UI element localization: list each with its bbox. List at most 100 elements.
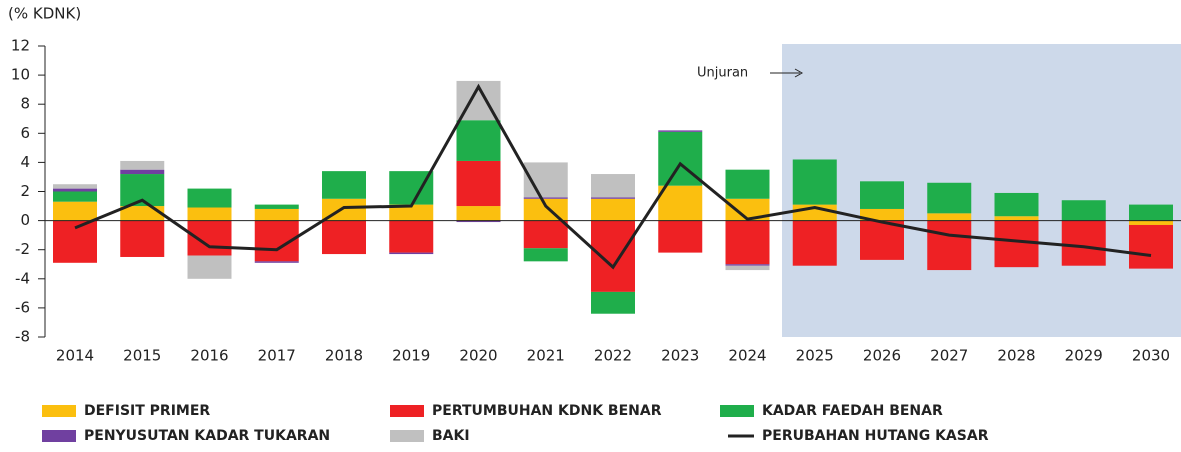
bar-segment	[725, 220, 770, 265]
x-tick-label: 2030	[1132, 347, 1170, 365]
legend-swatch	[390, 430, 424, 442]
bar-segment	[187, 255, 232, 279]
projection-shade	[782, 44, 1181, 337]
y-tick-label: 2	[20, 182, 30, 200]
bar-segment	[254, 204, 299, 209]
legend-label: DEFISIT PRIMER	[84, 403, 210, 419]
legend-swatch	[390, 405, 424, 417]
x-tick-label: 2026	[863, 347, 901, 365]
x-tick-label: 2014	[56, 347, 94, 365]
x-tick-label: 2019	[392, 347, 430, 365]
bar-segment	[389, 171, 434, 205]
x-tick-label: 2016	[190, 347, 228, 365]
bar-segment	[725, 198, 770, 221]
x-tick-label: 2022	[594, 347, 632, 365]
arrow-head	[794, 68, 804, 78]
bar-segment	[456, 206, 501, 221]
bar-segment	[120, 206, 165, 221]
y-tick-label: -8	[15, 328, 30, 346]
bar-segment	[591, 291, 635, 314]
bar-segment	[1061, 220, 1106, 266]
y-tick-label: 6	[20, 124, 30, 142]
bar-segment	[187, 188, 232, 208]
bar-segment	[523, 197, 568, 199]
x-tick-label: 2029	[1065, 347, 1103, 365]
x-tick-label: 2023	[661, 347, 699, 365]
y-tick-label: 12	[11, 37, 30, 55]
x-tick-label: 2024	[728, 347, 766, 365]
bar-segment	[120, 169, 165, 175]
legend-label: PERTUMBUHAN KDNK BENAR	[432, 403, 662, 419]
bar-segment	[591, 220, 635, 292]
y-tick-label: -4	[15, 269, 30, 287]
x-tick-label: 2027	[930, 347, 968, 365]
bar-segment	[523, 198, 568, 221]
y-tick-label: 10	[11, 66, 30, 84]
bar-segment	[658, 220, 703, 253]
legend-label: KADAR FAEDAH BENAR	[762, 403, 943, 419]
y-tick-label: -6	[15, 298, 30, 316]
bar-segment	[591, 198, 635, 221]
x-tick-label: 2021	[527, 347, 565, 365]
bar-segment	[456, 220, 501, 223]
x-tick-label: 2015	[123, 347, 161, 365]
bar-segment	[523, 248, 568, 262]
bar-segment	[53, 184, 97, 189]
bar-segment	[994, 216, 1039, 221]
y-tick-label: 0	[20, 211, 30, 229]
y-tick-label: -2	[15, 240, 30, 258]
x-tick-label: 2017	[258, 347, 296, 365]
legend-swatch	[720, 405, 754, 417]
bar-segment	[860, 208, 904, 221]
bar-segment	[120, 160, 165, 170]
bar-segment	[927, 220, 972, 271]
bar-segment	[187, 207, 232, 221]
bar-segment	[53, 188, 97, 192]
bar-segment	[658, 130, 703, 132]
bar-segment	[53, 191, 97, 202]
bar-segment	[860, 181, 904, 209]
bar-segment	[860, 220, 904, 260]
x-tick-label: 2028	[997, 347, 1035, 365]
bar-segment	[1129, 204, 1173, 221]
bar-segment	[1061, 200, 1106, 221]
y-tick-label: 8	[20, 95, 30, 113]
bar-segment	[1129, 224, 1173, 269]
x-tick-label: 2018	[325, 347, 363, 365]
y-tick-label: 4	[20, 153, 30, 171]
bar-segment	[322, 220, 366, 255]
bar-segment	[389, 204, 434, 221]
bar-segment	[725, 265, 770, 271]
legend-label: PENYUSUTAN KADAR TUKARAN	[84, 428, 330, 444]
bar-segment	[322, 171, 366, 199]
bar-segment	[792, 159, 837, 205]
bar-segment	[658, 185, 703, 221]
legend-label: PERUBAHAN HUTANG KASAR	[762, 428, 989, 444]
bar-segment	[591, 197, 635, 199]
legend-swatch	[42, 405, 76, 417]
bar-segment	[523, 220, 568, 249]
bar-segment	[725, 264, 770, 266]
bar-segment	[389, 220, 434, 253]
x-tick-label: 2020	[459, 347, 497, 365]
bar-segment	[591, 174, 635, 198]
bar-segment	[725, 169, 770, 199]
bar-segment	[120, 220, 165, 257]
bar-segment	[53, 201, 97, 221]
bar-segment	[994, 220, 1039, 268]
bar-segment	[254, 261, 299, 263]
bar-segment	[1129, 220, 1173, 225]
bar-segment	[456, 120, 501, 161]
bar-segment	[927, 182, 972, 214]
bar-segment	[254, 208, 299, 221]
legend-label: BAKI	[432, 428, 470, 444]
line-series	[74, 83, 1152, 270]
bar-segment	[792, 220, 837, 266]
legend-swatch	[42, 430, 76, 442]
bar-segment	[187, 220, 232, 256]
bar-segment	[389, 252, 434, 255]
x-tick-label: 2025	[796, 347, 834, 365]
annotation: Unjuran	[697, 66, 748, 81]
y-axis-label: (% KDNK)	[8, 5, 81, 23]
